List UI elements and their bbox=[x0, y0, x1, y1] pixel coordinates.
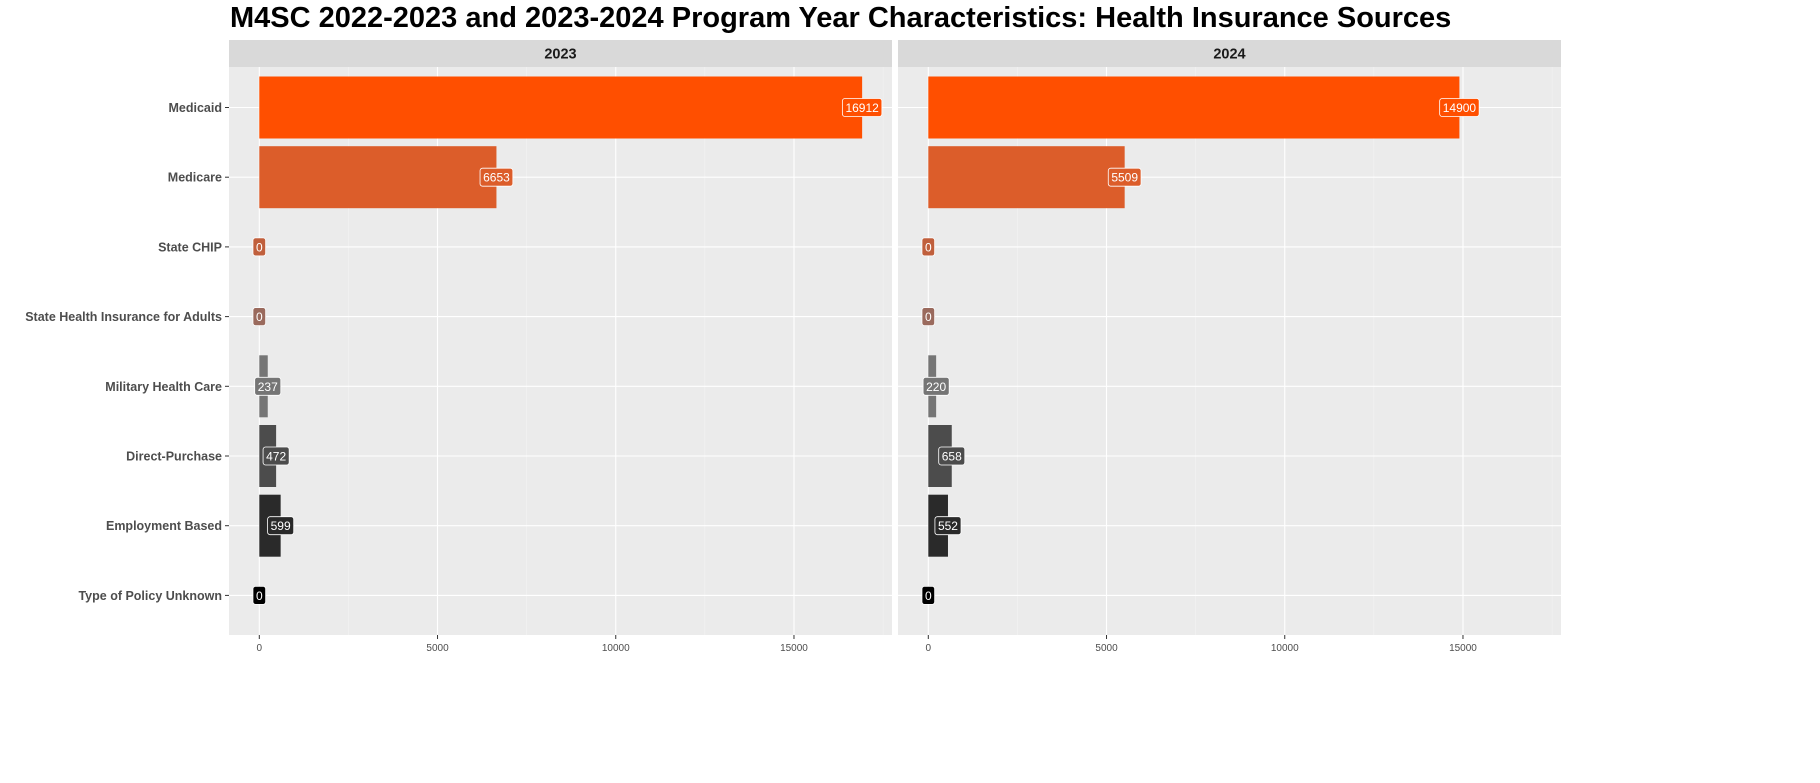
data-label-group: 6653 bbox=[479, 167, 514, 187]
bar-2024-medicare bbox=[928, 146, 1125, 209]
data-label: 237 bbox=[258, 380, 278, 394]
x-tick-label: 15000 bbox=[780, 643, 808, 654]
data-label: 658 bbox=[942, 450, 962, 464]
data-label-group: 0 bbox=[921, 237, 936, 257]
bar-2023-medicaid bbox=[259, 76, 863, 139]
y-category-label: Military Health Care bbox=[105, 380, 222, 394]
data-label-group: 0 bbox=[252, 237, 267, 257]
data-label: 0 bbox=[925, 589, 932, 603]
data-label-box bbox=[1439, 98, 1480, 117]
data-label-group: 16912 bbox=[841, 98, 883, 117]
data-label-group: 658 bbox=[938, 446, 966, 466]
data-label-box bbox=[921, 237, 936, 257]
data-label: 16912 bbox=[845, 101, 879, 115]
facet-strip-2024 bbox=[898, 40, 1561, 67]
chart-title: M4SC 2022-2023 and 2023-2024 Program Yea… bbox=[230, 2, 1452, 34]
data-label: 220 bbox=[926, 380, 946, 394]
x-tick-label: 5000 bbox=[1095, 643, 1118, 654]
data-label-box bbox=[254, 376, 282, 396]
y-category-label: Type of Policy Unknown bbox=[78, 589, 222, 603]
data-label-group: 0 bbox=[921, 586, 936, 605]
data-label-group: 5509 bbox=[1107, 167, 1142, 187]
bar-2023-medicare bbox=[259, 146, 497, 209]
y-category-label: Medicare bbox=[168, 171, 222, 185]
x-tick-label: 15000 bbox=[1449, 643, 1477, 654]
data-label-box bbox=[1107, 167, 1142, 187]
data-label-box bbox=[841, 98, 883, 117]
facet-strip-label: 2023 bbox=[544, 47, 576, 63]
x-tick-label: 10000 bbox=[602, 643, 630, 654]
y-category-label: Medicaid bbox=[169, 101, 223, 115]
data-label-group: 237 bbox=[254, 376, 282, 396]
data-label-box bbox=[921, 307, 936, 327]
data-label: 0 bbox=[925, 310, 932, 324]
data-label-box bbox=[934, 516, 962, 536]
data-label-box bbox=[938, 446, 966, 466]
data-label-group: 472 bbox=[262, 446, 290, 466]
x-tick-label: 10000 bbox=[1271, 643, 1299, 654]
x-tick-label: 0 bbox=[257, 643, 263, 654]
data-label-box bbox=[267, 516, 295, 536]
data-label-box bbox=[262, 446, 290, 466]
data-label-box bbox=[252, 237, 267, 257]
x-tick-label: 5000 bbox=[426, 643, 449, 654]
y-category-label: State Health Insurance for Adults bbox=[25, 310, 222, 324]
facet-strip-2023 bbox=[229, 40, 892, 67]
data-label-box bbox=[922, 376, 950, 396]
data-label: 599 bbox=[271, 519, 291, 533]
data-label: 5509 bbox=[1111, 171, 1138, 185]
data-label-group: 0 bbox=[252, 586, 267, 605]
y-category-label: Direct-Purchase bbox=[126, 450, 222, 464]
data-label: 472 bbox=[266, 450, 286, 464]
data-label-box bbox=[252, 307, 267, 327]
data-label-group: 0 bbox=[921, 307, 936, 327]
data-label: 14900 bbox=[1443, 101, 1477, 115]
data-label-box bbox=[921, 586, 936, 605]
data-label: 6653 bbox=[483, 171, 510, 185]
y-category-label: Employment Based bbox=[106, 519, 222, 533]
facet-strip-label: 2024 bbox=[1213, 47, 1245, 63]
x-tick-label: 0 bbox=[926, 643, 932, 654]
data-label-group: 552 bbox=[934, 516, 962, 536]
data-label: 552 bbox=[938, 519, 958, 533]
data-label: 0 bbox=[256, 310, 263, 324]
data-label-box bbox=[252, 586, 267, 605]
data-label-group: 14900 bbox=[1439, 98, 1480, 117]
data-label: 0 bbox=[925, 240, 932, 254]
data-label-group: 0 bbox=[252, 307, 267, 327]
data-label: 0 bbox=[256, 240, 263, 254]
data-label-group: 599 bbox=[267, 516, 295, 536]
data-label: 0 bbox=[256, 589, 263, 603]
y-category-label: State CHIP bbox=[158, 240, 222, 254]
data-label-group: 220 bbox=[922, 376, 950, 396]
bar-2024-medicaid bbox=[928, 76, 1460, 139]
data-label-box bbox=[479, 167, 514, 187]
